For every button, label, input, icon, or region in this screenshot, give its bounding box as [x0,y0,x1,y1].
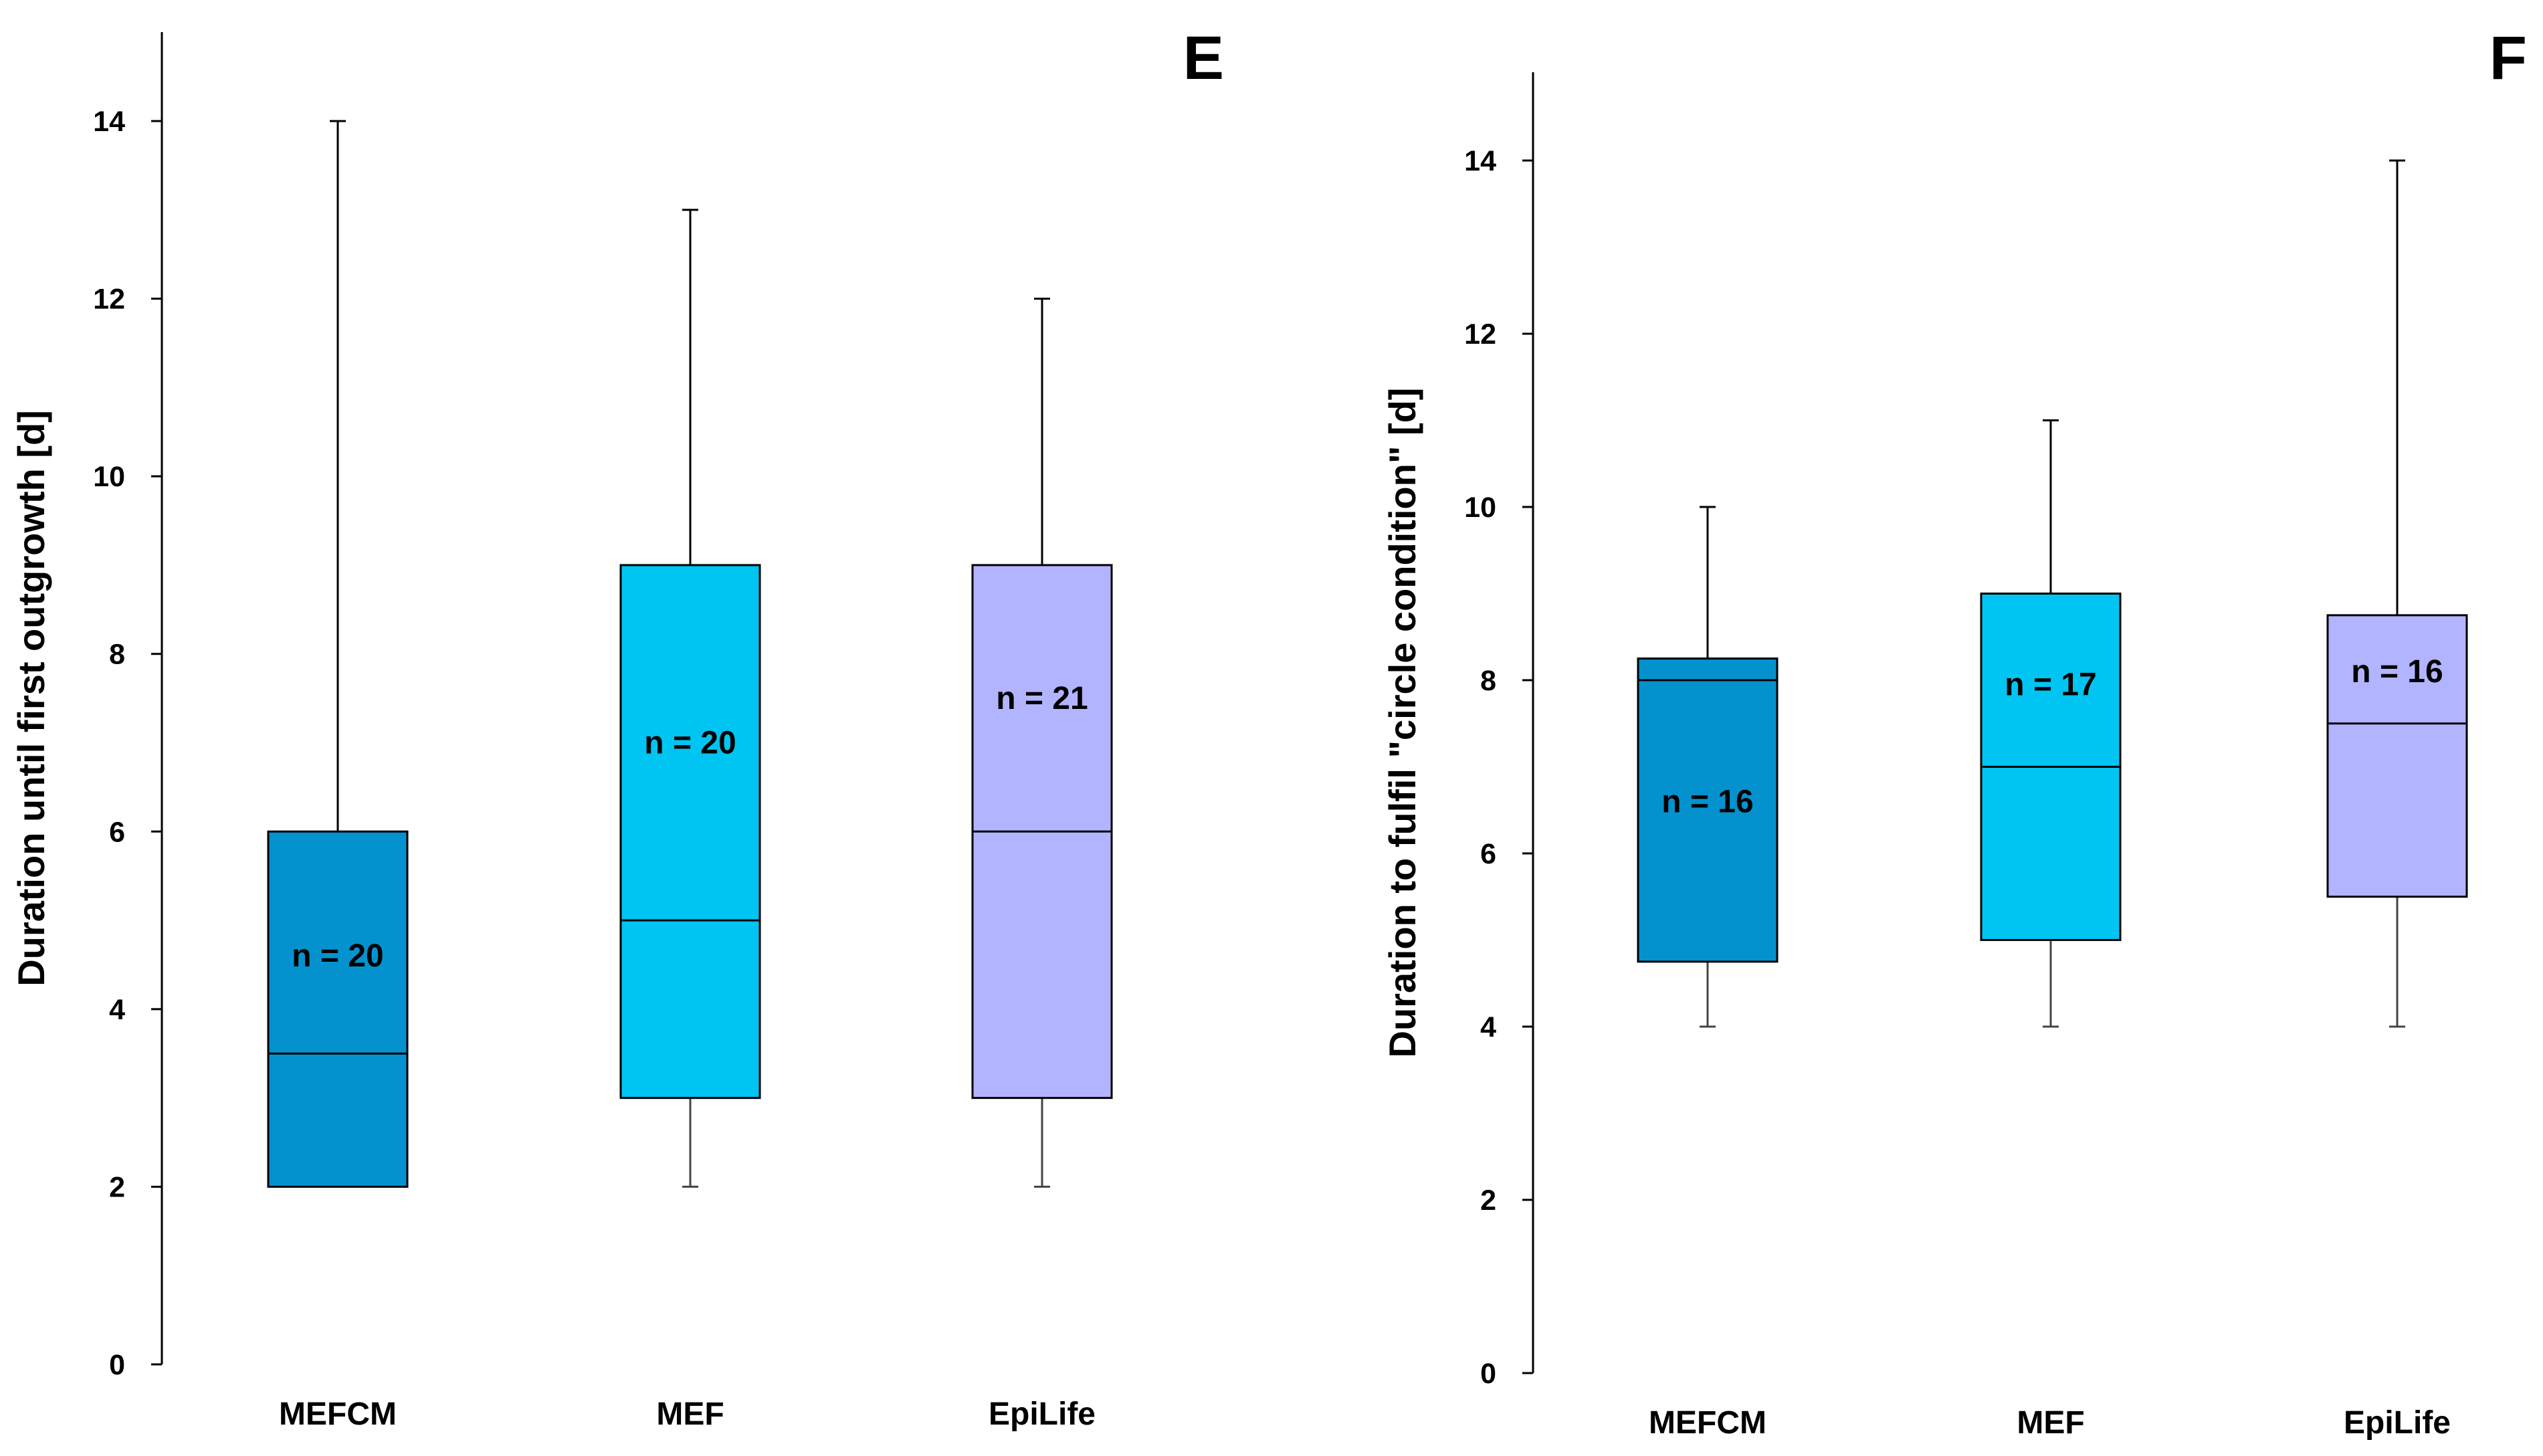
y-axis-title: Duration until first outgrowth [d] [10,410,52,986]
y-tick-label: 6 [1480,838,1496,870]
box-mefcm: n = 20 [267,120,409,1188]
y-tick-label: 10 [1464,492,1496,524]
x-category-label: MEFCM [1649,1405,1766,1441]
sample-size-label: n = 20 [644,726,736,761]
y-tick-label: 12 [1464,318,1496,350]
y-tick-label: 8 [1480,665,1496,697]
sample-size-label: n = 16 [1661,784,1753,819]
y-tick-label: 4 [109,994,125,1026]
box-epilife: n = 21 [971,298,1113,1188]
panel-e: 0 2 4 6 8 10 12 14 Duration until first outgrowt… [10,24,1224,1432]
x-category-label: MEFCM [279,1396,397,1432]
panel-letter: E [1183,24,1224,92]
y-tick-label: 2 [109,1171,125,1203]
y-tick-label: 14 [1464,145,1496,177]
sample-size-label: n = 20 [292,938,383,974]
sample-size-label: n = 21 [996,681,1088,716]
y-tick-label: 2 [1480,1184,1496,1217]
y-axis-title: Duration to fulfil "circle condition" [d… [1381,388,1423,1058]
y-tick-label: 0 [109,1349,125,1381]
box-epilife: n = 16 [2326,159,2468,1028]
sample-size-label: n = 17 [2005,667,2096,702]
y-tick-label: 8 [109,639,125,671]
box-rect [619,564,761,1100]
y-tick-label: 10 [93,461,125,493]
box-mef: n = 20 [619,209,761,1188]
box-mefcm: n = 16 [1637,506,1778,1028]
y-tick-label: 12 [93,284,125,316]
box-rect [1637,657,1778,963]
y-tick-label: 0 [1480,1358,1496,1390]
sample-size-label: n = 16 [2351,654,2443,690]
box-rect [2326,614,2468,898]
box-mef: n = 17 [1980,419,2122,1028]
x-category-label: EpiLife [989,1396,1096,1432]
x-category-label: MEF [2017,1405,2084,1441]
y-tick-label: 4 [1480,1011,1496,1043]
y-tick-label: 14 [93,106,125,138]
panel-f: 0 2 4 6 8 10 12 14 Duration to fulfil "circle co… [1381,24,2527,1441]
box-rect [267,830,409,1188]
x-category-label: EpiLife [2344,1405,2451,1441]
x-category-label: MEF [656,1396,724,1432]
y-tick-label: 6 [109,816,125,848]
panel-letter: F [2489,24,2527,92]
